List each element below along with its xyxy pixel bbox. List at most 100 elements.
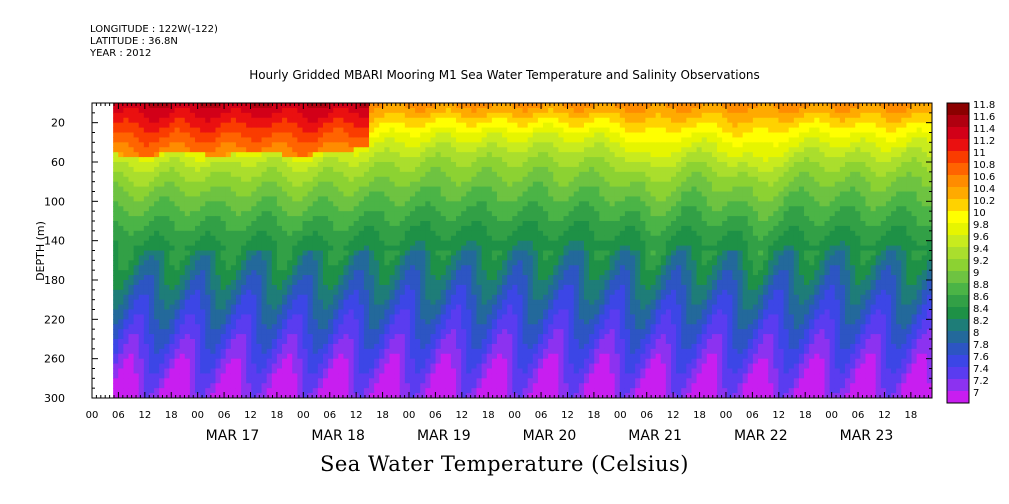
heatmap-cell xyxy=(481,147,488,153)
heatmap-cell xyxy=(312,137,319,143)
heatmap-cell xyxy=(348,260,355,266)
heatmap-cell xyxy=(282,353,288,360)
heatmap-cell xyxy=(512,225,519,232)
heatmap-cell xyxy=(230,294,237,301)
heatmap-cell xyxy=(164,368,171,375)
heatmap-cell xyxy=(164,186,171,193)
heatmap-cell xyxy=(328,324,334,330)
heatmap-cell xyxy=(440,383,447,389)
heatmap-cell xyxy=(276,216,283,222)
heatmap-cell xyxy=(363,216,370,222)
heatmap-cell xyxy=(282,378,288,384)
heatmap-cell xyxy=(384,186,391,193)
heatmap-cell xyxy=(369,176,375,183)
heatmap-cell xyxy=(369,142,375,148)
heatmap-cell xyxy=(430,368,437,375)
heatmap-cell xyxy=(502,235,508,242)
heatmap-cell xyxy=(225,230,232,237)
heatmap-cell xyxy=(276,221,283,227)
heatmap-cell xyxy=(169,299,176,306)
heatmap-cell xyxy=(307,152,314,158)
heatmap-cell xyxy=(491,127,498,134)
heatmap-cell xyxy=(517,304,524,311)
heatmap-cell xyxy=(435,152,442,158)
heatmap-cell xyxy=(210,388,217,394)
heatmap-cell xyxy=(189,142,196,148)
heatmap-cell xyxy=(466,309,472,316)
heatmap-cell xyxy=(420,265,426,271)
heatmap-cell xyxy=(322,117,329,124)
heatmap-cell xyxy=(169,206,176,212)
heatmap-cell xyxy=(517,211,524,217)
heatmap-cell xyxy=(507,221,513,227)
heatmap-cell xyxy=(369,324,375,330)
heatmap-cell xyxy=(251,388,258,394)
heatmap-cell xyxy=(425,201,432,207)
heatmap-cell xyxy=(164,388,171,394)
heatmap-cell xyxy=(169,319,176,325)
heatmap-cell xyxy=(420,260,426,266)
location-metadata: LONGITUDE : 122W(-122) LATITUDE : 36.8N … xyxy=(90,24,218,60)
heatmap-cell xyxy=(297,176,304,183)
heatmap-cell xyxy=(287,294,293,301)
heatmap-cell xyxy=(297,324,304,330)
heatmap-cell xyxy=(307,107,314,114)
heatmap-cell xyxy=(128,107,135,114)
heatmap-cell xyxy=(445,339,452,345)
heatmap-cell xyxy=(328,373,334,379)
heatmap-cell xyxy=(363,393,370,398)
heatmap-cell xyxy=(348,132,355,139)
heatmap-cell xyxy=(450,334,457,340)
heatmap-cell xyxy=(409,211,416,217)
heatmap-cell xyxy=(343,211,350,217)
heatmap-cell xyxy=(517,216,524,222)
heatmap-cell xyxy=(384,255,391,261)
heatmap-cell xyxy=(251,171,258,178)
heatmap-cell xyxy=(143,299,150,306)
heatmap-cell xyxy=(230,166,237,173)
heatmap-cell xyxy=(481,388,488,394)
heatmap-cell xyxy=(430,137,437,143)
heatmap-cell xyxy=(461,191,467,198)
heatmap-cell xyxy=(307,122,314,129)
heatmap-cell xyxy=(394,221,401,227)
heatmap-cell xyxy=(461,176,467,183)
heatmap-cell xyxy=(200,250,206,257)
heatmap-cell xyxy=(195,265,201,271)
heatmap-cell xyxy=(133,304,140,311)
heatmap-cell xyxy=(246,294,252,301)
heatmap-cell xyxy=(471,171,478,178)
heatmap-cell xyxy=(297,304,304,311)
heatmap-cell xyxy=(430,186,437,193)
heatmap-cell xyxy=(210,206,217,212)
heatmap-cell xyxy=(517,245,524,252)
heatmap-cell xyxy=(256,221,263,227)
heatmap-cell xyxy=(205,142,211,148)
heatmap-cell xyxy=(522,117,529,124)
heatmap-cell xyxy=(215,275,222,281)
heatmap-cell xyxy=(471,329,478,335)
heatmap-cell xyxy=(133,280,140,286)
heatmap-cell xyxy=(348,388,355,394)
heatmap-cell xyxy=(394,122,401,129)
heatmap-cell xyxy=(220,117,227,124)
heatmap-cell xyxy=(113,388,119,394)
heatmap-cell xyxy=(338,294,345,301)
heatmap-cell xyxy=(379,225,385,232)
heatmap-cell xyxy=(266,343,273,350)
heatmap-cell xyxy=(276,191,283,198)
heatmap-cell xyxy=(246,166,252,173)
heatmap-cell xyxy=(148,294,155,301)
heatmap-cell xyxy=(369,216,375,222)
heatmap-cell xyxy=(282,309,288,316)
heatmap-cell xyxy=(292,206,298,212)
heatmap-cell xyxy=(491,137,498,143)
heatmap-cell xyxy=(282,255,288,261)
heatmap-cell xyxy=(230,284,237,291)
heatmap-cell xyxy=(138,255,145,261)
heatmap-cell xyxy=(169,103,176,109)
heatmap-cell xyxy=(189,112,196,119)
heatmap-cell xyxy=(328,265,334,271)
heatmap-cell xyxy=(174,225,181,232)
heatmap-cell xyxy=(461,230,467,237)
